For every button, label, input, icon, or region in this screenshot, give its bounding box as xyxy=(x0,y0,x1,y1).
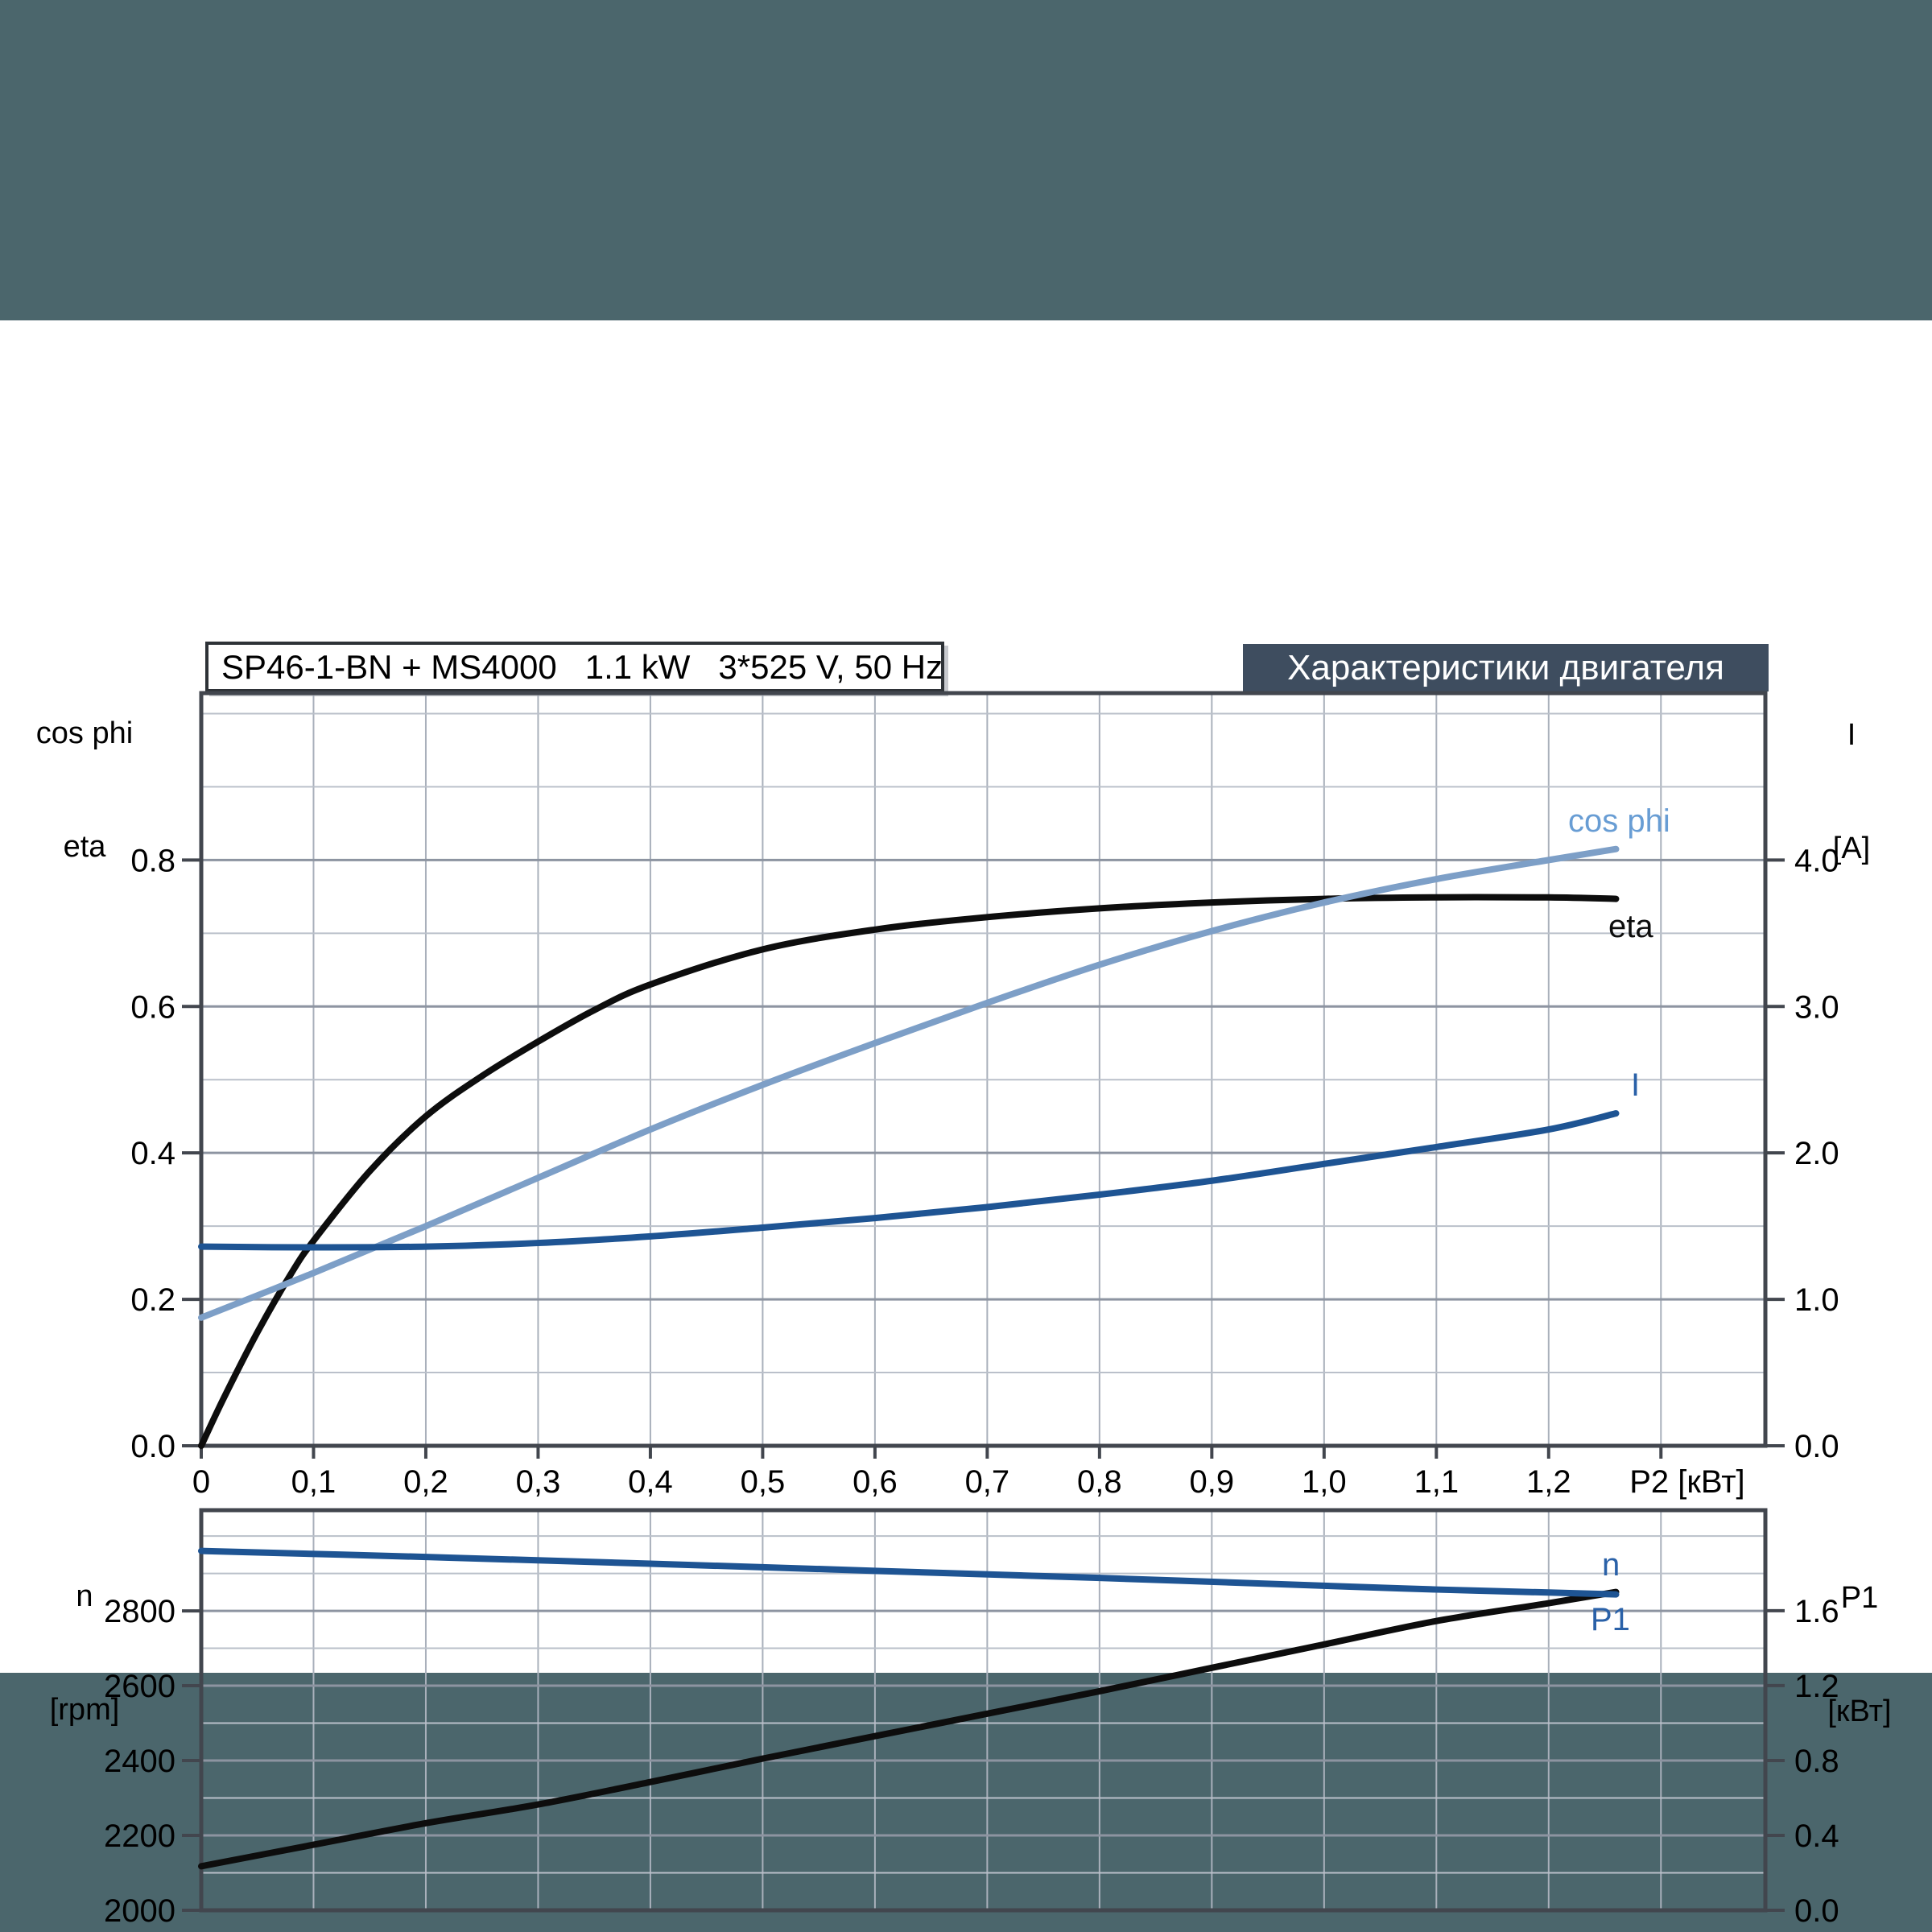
x-tick-label: 0,4 xyxy=(628,1464,673,1500)
top-left-axis-label: cos phi eta xyxy=(12,639,157,942)
pump-model-title: SP46-1-BN + MS4000 1.1 kW 3*525 V, 50 Hz xyxy=(205,642,944,692)
x-tick-label: 0,3 xyxy=(516,1464,561,1500)
right-tick-label: 1.6 xyxy=(1794,1594,1839,1629)
x-tick-label: 0,2 xyxy=(403,1464,448,1500)
left-tick-label: 0.2 xyxy=(130,1282,175,1318)
chart-panel: SP46-1-BN + MS4000 1.1 kW 3*525 V, 50 Hz… xyxy=(0,320,1932,1929)
left-tick-label: 2200 xyxy=(104,1818,175,1854)
right-tick-label: 1.0 xyxy=(1794,1282,1839,1318)
series-curve-P1 xyxy=(198,1588,1620,1870)
left-tick-label: 0.6 xyxy=(130,989,175,1025)
p1-curve-label: P1 xyxy=(1591,1602,1630,1637)
x-tick-label: 0,1 xyxy=(291,1464,336,1500)
cosphi-axis-label: cos phi xyxy=(35,716,134,750)
motor-electrical-chart: 0.0 0.2 0.4 0.6 0.8 0.0 1.0 2.0 3.0 4.0 0 0,1 0,2 0,3… xyxy=(130,691,1839,1500)
right-tick-label: 0.4 xyxy=(1794,1818,1839,1854)
left-tick-label: 0.4 xyxy=(130,1136,175,1171)
x-tick-label: 1,0 xyxy=(1302,1464,1347,1500)
right-tick-label: 0.0 xyxy=(1794,1429,1839,1464)
eta-curve-label: eta xyxy=(1608,909,1653,944)
series-curve-cos-phi xyxy=(198,845,1620,1321)
left-tick-label: 0.8 xyxy=(130,843,175,878)
left-tick-label: 2400 xyxy=(104,1744,175,1779)
right-tick-label: 4.0 xyxy=(1794,843,1839,878)
current-curve-label: I xyxy=(1631,1067,1641,1103)
left-tick-label: 0.0 xyxy=(130,1429,175,1464)
series-curve-eta xyxy=(198,894,1620,1449)
kw-unit-label: [кВт] xyxy=(1827,1695,1892,1728)
ampere-unit-label: [A] xyxy=(1832,832,1871,865)
x-tick-label: 0,5 xyxy=(741,1464,786,1500)
x-axis-title: P2 [кВт] xyxy=(1629,1464,1744,1500)
series-curve-I xyxy=(198,1110,1620,1251)
x-tick-label: 0 xyxy=(192,1464,210,1500)
x-tick-label: 0,9 xyxy=(1190,1464,1235,1500)
speed-curve-label: n xyxy=(1602,1547,1620,1583)
left-tick-label: 2000 xyxy=(104,1893,175,1929)
x-tick-label: 0,7 xyxy=(965,1464,1010,1500)
x-tick-label: 1,2 xyxy=(1526,1464,1571,1500)
right-tick-label: 0.8 xyxy=(1794,1744,1839,1779)
x-tick-label: 1,1 xyxy=(1414,1464,1459,1500)
current-axis-label: I xyxy=(1847,718,1856,752)
series-curve-n xyxy=(198,1547,1620,1598)
right-tick-label: 2.0 xyxy=(1794,1136,1839,1171)
motor-speed-power-chart: 2000 2200 2400 2600 2800 0.0 0.4 0.8 1.2 1.6 xyxy=(104,1508,1839,1929)
right-tick-label: 0.0 xyxy=(1794,1893,1839,1929)
bottom-left-axis-label: n [rpm] xyxy=(12,1502,157,1805)
bottom-right-axis-label: P1 [кВт] xyxy=(1795,1504,1924,1806)
motor-characteristics-banner: Характеристики двигателя xyxy=(1243,644,1769,691)
x-tick-label: 0,8 xyxy=(1077,1464,1122,1500)
p1-axis-label: P1 xyxy=(1840,1581,1879,1615)
left-tick-label: 2600 xyxy=(104,1669,175,1704)
left-tick-label: 2800 xyxy=(104,1594,175,1629)
top-right-axis-label: I [A] xyxy=(1795,641,1908,943)
eta-axis-label: eta xyxy=(63,830,106,864)
rpm-unit-label: [rpm] xyxy=(49,1693,120,1727)
cosphi-curve-label: cos phi xyxy=(1568,803,1670,839)
speed-axis-label: n xyxy=(76,1579,93,1613)
x-tick-label: 0,6 xyxy=(852,1464,898,1500)
plot-border xyxy=(199,691,1768,1448)
plot-border xyxy=(199,1508,1768,1913)
right-tick-label: 3.0 xyxy=(1794,989,1839,1025)
right-tick-label: 1.2 xyxy=(1794,1669,1839,1704)
